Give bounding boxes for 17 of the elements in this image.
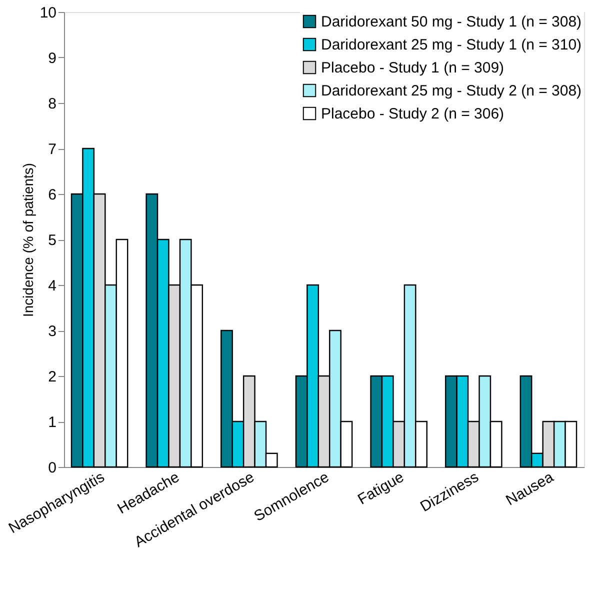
y-tick-label: 0 xyxy=(48,460,56,476)
y-tick-label: 9 xyxy=(48,50,56,67)
y-tick-label: 7 xyxy=(48,141,56,158)
y-tick-label: 5 xyxy=(48,232,56,249)
y-tick-label: 8 xyxy=(48,96,56,112)
y-tick-label: 2 xyxy=(48,368,56,386)
y-tick-label: 3 xyxy=(48,323,56,340)
legend-label: Daridorexant 25 mg - Study 2 (n = 308) xyxy=(321,82,582,100)
y-tick-label: 10 xyxy=(40,4,56,22)
legend-label: Placebo - Study 1 (n = 309) xyxy=(321,60,504,76)
y-tick-label: 4 xyxy=(48,278,56,294)
legend-label: Daridorexant 25 mg - Study 1 (n = 310) xyxy=(321,36,582,54)
legend-label: Daridorexant 50 mg - Study 1 (n = 308) xyxy=(321,14,582,30)
y-axis-title: Incidence (% of patients) xyxy=(20,162,36,318)
y-tick-label: 6 xyxy=(48,186,56,204)
legend-label: Placebo - Study 2 (n = 306) xyxy=(321,106,504,122)
y-tick-label: 1 xyxy=(48,414,56,431)
